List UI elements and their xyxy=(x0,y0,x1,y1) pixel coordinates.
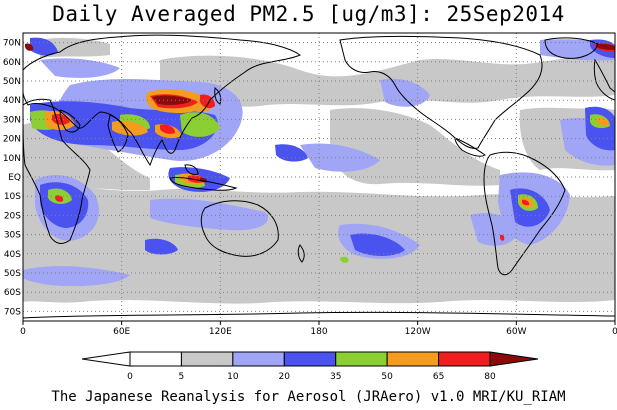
lat-tick-label: 60S xyxy=(4,288,21,298)
coastline-india xyxy=(107,114,129,153)
coastline-indonesia xyxy=(169,164,238,191)
coastline-eurasia xyxy=(23,34,301,167)
lon-tick-label: 0 xyxy=(20,327,26,337)
colorbar-swatch xyxy=(283,351,337,367)
colorbar-swatch xyxy=(129,351,182,367)
lat-tick-label: 10S xyxy=(4,192,21,202)
lat-tick-label: 40N xyxy=(3,96,21,106)
footer-credit: The Japanese Reanalysis for Aerosol (JRA… xyxy=(51,389,566,405)
lat-tick-label: 10N xyxy=(3,154,21,164)
colorbar-swatches xyxy=(81,351,539,367)
lon-tick-label: 0 xyxy=(612,327,617,337)
colorbar-level-label: 80 xyxy=(484,372,496,382)
lon-tick-label: 120W xyxy=(405,327,431,337)
lat-tick-label: 50S xyxy=(4,269,21,279)
lon-tick-label: 60W xyxy=(506,327,526,337)
coastline-europe-far xyxy=(593,58,615,101)
coastline-south-america xyxy=(483,151,566,276)
colorbar-level-label: 20 xyxy=(279,372,291,382)
coastline-new-zealand xyxy=(297,244,305,263)
lat-tick-label: 60N xyxy=(3,58,21,68)
lat-tick-label: 70N xyxy=(3,39,21,49)
map-title: Daily Averaged PM2.5 [ug/m3]: 25Sep2014 xyxy=(52,2,565,26)
coastline-japan xyxy=(214,87,222,105)
coastline-central-america xyxy=(454,137,486,157)
colorbar-level-label: 5 xyxy=(179,372,185,382)
colorbar: 0 5 10 20 35 50 65 80 xyxy=(81,351,539,382)
colorbar-level-label: 65 xyxy=(433,372,444,382)
lat-tick-label: 30N xyxy=(3,115,21,125)
coastline-africa xyxy=(23,98,91,244)
coastlines xyxy=(23,34,615,319)
colorbar-level-label: 10 xyxy=(227,372,239,382)
coastline-north-america xyxy=(339,35,543,149)
lon-tick-label: 60E xyxy=(113,327,130,337)
lon-tick-label: 180 xyxy=(310,327,327,337)
longitude-labels: 0 60E 120E 180 120W 60W 0 xyxy=(20,321,617,337)
lat-tick-label: EQ xyxy=(8,173,21,183)
colorbar-swatch xyxy=(386,351,440,367)
lat-tick-label: 20S xyxy=(4,211,21,221)
colorbar-swatch xyxy=(438,351,491,367)
colorbar-level-label: 0 xyxy=(127,372,133,382)
coastline-australia xyxy=(200,200,279,257)
coastline-arabia xyxy=(59,109,81,133)
colorbar-swatch xyxy=(232,351,285,367)
colorbar-level-label: 35 xyxy=(330,372,341,382)
colorbar-low-arrow xyxy=(81,351,131,367)
coastline-antarctica xyxy=(23,311,615,319)
latitude-labels: 70N 60N 50N 40N 30N 20N 10N EQ 10S 20S 30S 40S 50S 60… xyxy=(3,39,21,318)
lon-tick-label: 120E xyxy=(209,327,232,337)
colorbar-high-arrow xyxy=(489,351,539,367)
colorbar-swatch xyxy=(180,351,234,367)
lat-tick-label: 50N xyxy=(3,77,21,87)
coastline-greenland xyxy=(544,37,599,59)
colorbar-labels: 0 5 10 20 35 50 65 80 xyxy=(127,372,496,382)
lat-tick-label: 20N xyxy=(3,135,21,145)
lat-tick-label: 40S xyxy=(4,250,21,260)
lat-tick-label: 70S xyxy=(4,307,21,317)
pm25-map: 70N 60N 50N 40N 30N 20N 10N EQ 10S 20S 30S 40S 50S 60… xyxy=(3,32,617,382)
colorbar-swatch xyxy=(335,351,388,367)
colorbar-level-label: 50 xyxy=(381,372,393,382)
lat-tick-label: 30S xyxy=(4,231,21,241)
